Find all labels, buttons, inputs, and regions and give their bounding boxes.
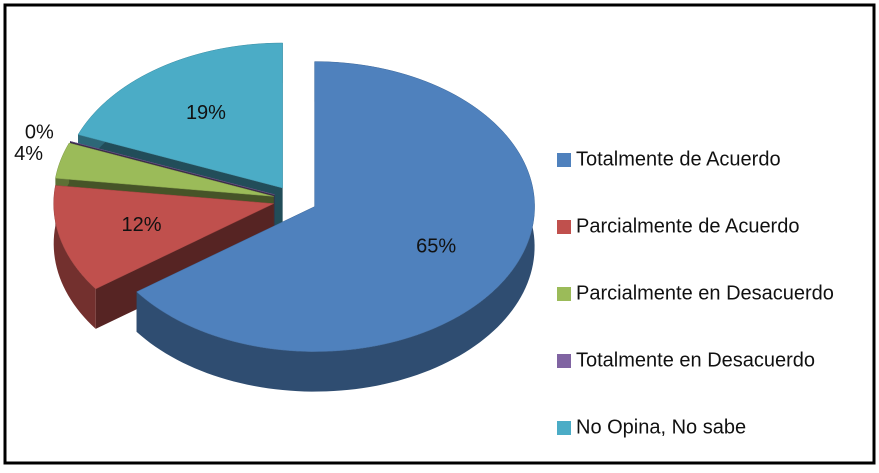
slice-wall — [53, 185, 96, 329]
legend-swatch — [557, 153, 571, 167]
legend-label: No Opina, No sabe — [576, 416, 746, 438]
data-label: 0% — [25, 122, 54, 144]
slice-top — [77, 42, 283, 189]
legend-swatch — [557, 220, 571, 234]
data-label: 12% — [122, 214, 162, 236]
data-label: 19% — [186, 102, 226, 124]
pie: 65% 12% 4%0% 19% — [14, 42, 535, 392]
legend-label: Totalmente en Desacuerdo — [576, 349, 815, 371]
slice-wall — [136, 61, 535, 392]
slice-top — [136, 61, 535, 352]
legend-label: Parcialmente en Desacuerdo — [576, 282, 834, 304]
legend-swatch — [557, 421, 571, 435]
legend-label: Totalmente de Acuerdo — [576, 148, 781, 170]
legend: Totalmente de Acuerdo Parcialmente de Acu… — [557, 148, 834, 438]
legend-label: Parcialmente de Acuerdo — [576, 215, 799, 237]
slice — [136, 61, 535, 392]
slice-top — [69, 141, 275, 195]
data-label: 65% — [416, 236, 456, 258]
data-label: 4% — [14, 143, 43, 165]
slice — [53, 185, 275, 329]
legend-swatch — [557, 354, 571, 368]
legend-swatch — [557, 287, 571, 301]
slice-top — [55, 142, 274, 197]
slice-top — [53, 185, 275, 290]
